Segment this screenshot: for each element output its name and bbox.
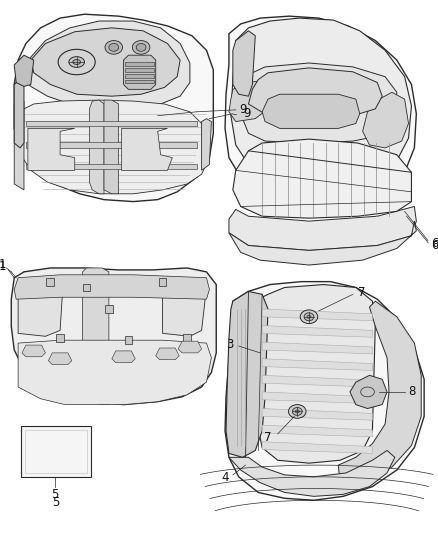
Polygon shape (229, 79, 275, 122)
Text: 9: 9 (244, 107, 251, 120)
Polygon shape (262, 309, 372, 321)
Polygon shape (82, 268, 109, 405)
Polygon shape (22, 345, 46, 357)
Ellipse shape (300, 310, 318, 324)
Polygon shape (16, 100, 209, 194)
Polygon shape (125, 68, 154, 72)
Text: 6: 6 (431, 237, 438, 250)
Polygon shape (105, 305, 113, 313)
Polygon shape (125, 62, 154, 66)
Polygon shape (14, 79, 24, 148)
Text: 6: 6 (431, 239, 438, 252)
Polygon shape (18, 280, 63, 336)
Ellipse shape (69, 56, 85, 67)
Polygon shape (26, 164, 197, 169)
Polygon shape (46, 278, 54, 286)
Polygon shape (156, 348, 179, 360)
Polygon shape (183, 334, 191, 342)
Polygon shape (233, 31, 255, 96)
Text: 7: 7 (358, 286, 365, 299)
Polygon shape (14, 275, 209, 299)
Polygon shape (229, 206, 417, 251)
Polygon shape (122, 128, 172, 171)
Polygon shape (225, 281, 424, 500)
Ellipse shape (109, 44, 119, 51)
Text: 1: 1 (0, 257, 7, 271)
Polygon shape (31, 28, 180, 96)
Polygon shape (18, 340, 212, 405)
Polygon shape (262, 94, 360, 128)
Polygon shape (14, 14, 213, 201)
Ellipse shape (295, 410, 299, 413)
Polygon shape (262, 442, 372, 454)
Text: 5: 5 (52, 488, 59, 501)
Polygon shape (262, 375, 372, 387)
Ellipse shape (105, 41, 123, 54)
Text: 9: 9 (239, 103, 246, 116)
Polygon shape (178, 341, 201, 353)
Polygon shape (248, 68, 382, 119)
Polygon shape (338, 301, 421, 483)
Polygon shape (125, 79, 154, 84)
Polygon shape (258, 285, 375, 463)
Text: 8: 8 (409, 385, 416, 399)
Polygon shape (233, 139, 411, 218)
Polygon shape (125, 74, 154, 78)
Polygon shape (262, 326, 372, 337)
Ellipse shape (136, 44, 146, 51)
Polygon shape (28, 128, 75, 171)
Polygon shape (231, 18, 411, 185)
Polygon shape (82, 284, 90, 292)
Polygon shape (89, 100, 104, 194)
Text: 5: 5 (53, 496, 60, 508)
Polygon shape (262, 425, 372, 437)
Polygon shape (124, 336, 132, 344)
Polygon shape (26, 142, 197, 148)
Polygon shape (21, 426, 91, 477)
Polygon shape (229, 221, 417, 265)
Text: 7: 7 (265, 431, 272, 445)
Polygon shape (229, 450, 395, 496)
Polygon shape (48, 353, 72, 365)
Polygon shape (363, 92, 409, 148)
Polygon shape (350, 375, 387, 408)
Polygon shape (11, 268, 216, 405)
Polygon shape (24, 21, 190, 108)
Polygon shape (124, 55, 156, 90)
Text: 3: 3 (226, 337, 234, 351)
Polygon shape (159, 278, 166, 286)
Polygon shape (262, 408, 372, 420)
Polygon shape (262, 342, 372, 354)
Ellipse shape (289, 405, 306, 418)
Text: 1: 1 (0, 260, 7, 272)
Polygon shape (112, 351, 135, 362)
Polygon shape (262, 359, 372, 370)
Ellipse shape (293, 408, 302, 415)
Polygon shape (56, 334, 64, 342)
Polygon shape (201, 119, 212, 171)
Polygon shape (225, 16, 417, 206)
Ellipse shape (73, 60, 81, 64)
Ellipse shape (304, 313, 314, 321)
Polygon shape (14, 101, 24, 190)
Text: 4: 4 (222, 471, 229, 484)
Polygon shape (162, 280, 206, 336)
Ellipse shape (307, 316, 311, 318)
Ellipse shape (132, 41, 150, 54)
Polygon shape (262, 392, 372, 403)
Polygon shape (26, 120, 197, 126)
Polygon shape (104, 100, 119, 194)
Polygon shape (243, 63, 397, 143)
Polygon shape (226, 292, 268, 457)
Polygon shape (14, 55, 34, 86)
